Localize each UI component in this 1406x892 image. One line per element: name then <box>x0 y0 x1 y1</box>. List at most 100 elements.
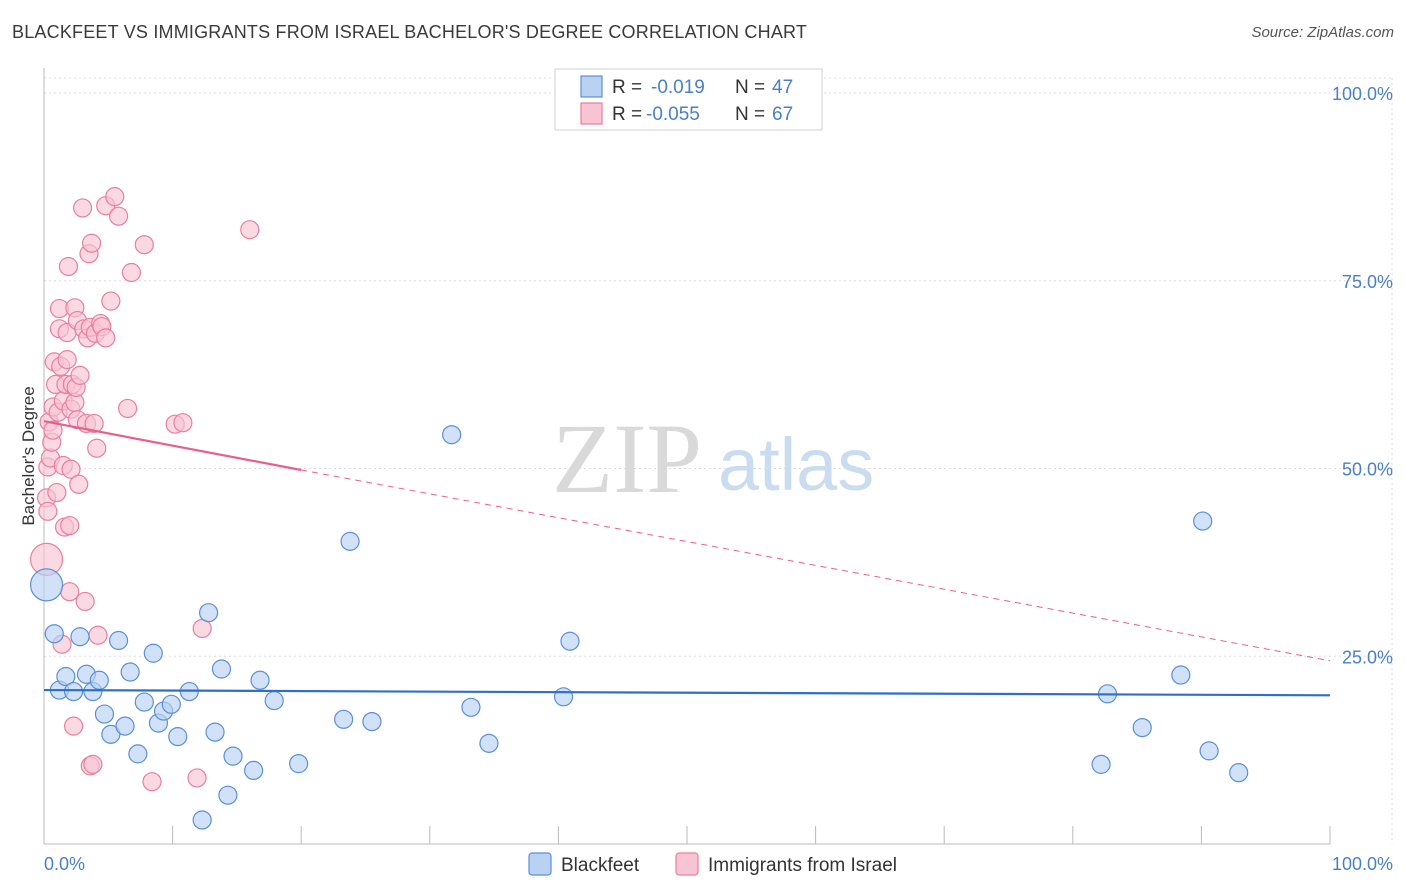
israel-point-57 <box>108 206 129 226</box>
blackfeet-point-12 <box>115 716 135 736</box>
blackfeet-point-30 <box>264 690 284 711</box>
blackfeet-point-1 <box>44 624 64 644</box>
blackfeet-point-3 <box>56 666 76 687</box>
legend-swatch-blackfeet <box>580 75 603 98</box>
blackfeet-point-8 <box>89 670 109 690</box>
x-tick-max: 100.0% <box>1332 854 1393 874</box>
trendlines <box>43 420 1331 697</box>
israel-point-45 <box>81 233 102 253</box>
israel-point-24 <box>60 582 80 602</box>
legend: R = -0.019 N = 47 R = -0.055 N = 67 <box>554 68 823 131</box>
israel-point-2 <box>38 501 58 521</box>
source-label: Source: ZipAtlas.com <box>1251 24 1394 41</box>
watermark: ZIP atlas <box>552 403 874 514</box>
israel-point-59 <box>121 262 142 283</box>
legend-r-blackfeet: -0.019 <box>651 77 705 98</box>
blackfeet-point-31 <box>289 754 309 774</box>
israel-point-60 <box>134 235 154 255</box>
blackfeet-point-11 <box>108 630 129 651</box>
watermark-atlas: atlas <box>718 423 874 506</box>
watermark-zip: ZIP <box>552 403 702 514</box>
legend-n-blackfeet: 47 <box>772 77 793 98</box>
blackfeet-point-43 <box>1171 665 1191 685</box>
blackfeet-point-35 <box>442 425 462 445</box>
israel-point-50 <box>88 625 108 645</box>
blackfeet-point-0 <box>29 568 64 602</box>
israel-point-64 <box>187 768 207 788</box>
israel-point-61 <box>142 772 162 792</box>
israel-point-35 <box>69 474 89 494</box>
blackfeet-point-15 <box>134 692 154 712</box>
blackfeet-point-32 <box>340 531 360 551</box>
blackfeet-point-25 <box>211 659 232 679</box>
blackfeet-point-10 <box>101 724 121 744</box>
x-tick-min: 0.0% <box>44 854 85 874</box>
series-blackfeet-points <box>29 425 1249 830</box>
blackfeet-point-33 <box>334 709 354 729</box>
blackfeet-point-45 <box>1199 741 1219 761</box>
israel-point-47 <box>84 413 104 434</box>
bottom-legend: Blackfeet Immigrants from Israel <box>528 852 897 876</box>
israel-point-37 <box>72 198 93 218</box>
israel-point-46 <box>83 754 103 774</box>
legend-n-label-blackfeet: N = <box>735 77 765 98</box>
israel-point-25 <box>60 515 80 536</box>
blackfeet-point-34 <box>362 711 382 732</box>
blackfeet-point-24 <box>205 722 225 742</box>
israel-point-53 <box>96 328 116 348</box>
y-axis-label: Bachelor's Degree <box>19 386 38 525</box>
legend-r-israel: -0.055 <box>646 104 700 125</box>
blackfeet-point-38 <box>553 687 574 707</box>
blackfeet-point-26 <box>218 785 238 805</box>
blackfeet-point-27 <box>223 746 243 766</box>
blackfeet-point-37 <box>479 733 499 753</box>
israel-point-11 <box>47 482 67 503</box>
y-tick-label-3: 100.0% <box>1332 84 1393 104</box>
blackfeet-point-23 <box>199 603 219 623</box>
trendline-israel-solid-1 <box>43 420 302 472</box>
chart-title: BLACKFEET VS IMMIGRANTS FROM ISRAEL BACH… <box>12 22 808 42</box>
blackfeet-point-9 <box>94 704 115 724</box>
trendline-blackfeet-solid-0 <box>43 688 1331 697</box>
israel-point-27 <box>61 459 81 479</box>
legend-r-label-israel: R = <box>612 104 642 125</box>
blackfeet-point-22 <box>192 810 212 830</box>
blackfeet-point-28 <box>244 760 264 781</box>
legend-n-label-israel: N = <box>735 104 765 125</box>
blackfeet-point-46 <box>1229 763 1249 783</box>
israel-point-21 <box>57 350 77 370</box>
legend-r-label-blackfeet: R = <box>612 77 642 98</box>
bottom-legend-blackfeet: Blackfeet <box>561 855 640 876</box>
legend-swatch-israel <box>580 102 603 125</box>
israel-point-7 <box>43 420 63 440</box>
y-tick-labels: 25.0% 50.0% 75.0% 100.0% <box>1332 84 1393 667</box>
series-israel-points <box>29 187 260 792</box>
blackfeet-point-39 <box>560 631 580 651</box>
blackfeet-point-44 <box>1193 511 1213 531</box>
israel-point-55 <box>101 291 121 311</box>
israel-point-56 <box>105 187 125 207</box>
israel-point-39 <box>75 591 95 612</box>
y-tick-label-0: 25.0% <box>1342 647 1393 667</box>
blackfeet-point-4 <box>63 681 84 702</box>
israel-point-49 <box>87 438 107 458</box>
legend-n-israel: 67 <box>772 104 793 125</box>
israel-point-58 <box>117 398 138 419</box>
blackfeet-point-19 <box>161 694 181 714</box>
blackfeet-point-14 <box>128 744 148 764</box>
bottom-legend-swatch-israel <box>675 852 699 876</box>
blackfeet-point-5 <box>70 627 90 647</box>
y-tick-label-1: 50.0% <box>1342 460 1393 480</box>
blackfeet-point-16 <box>143 643 163 663</box>
israel-point-63 <box>173 413 193 433</box>
israel-point-29 <box>63 716 84 736</box>
blackfeet-point-13 <box>120 662 140 682</box>
israel-point-36 <box>70 365 90 385</box>
blackfeet-point-20 <box>168 727 188 747</box>
blackfeet-point-42 <box>1132 717 1152 738</box>
blackfeet-point-41 <box>1091 754 1111 774</box>
blackfeet-point-36 <box>461 697 481 717</box>
bottom-legend-swatch-blackfeet <box>528 852 552 876</box>
israel-point-66 <box>240 220 260 240</box>
